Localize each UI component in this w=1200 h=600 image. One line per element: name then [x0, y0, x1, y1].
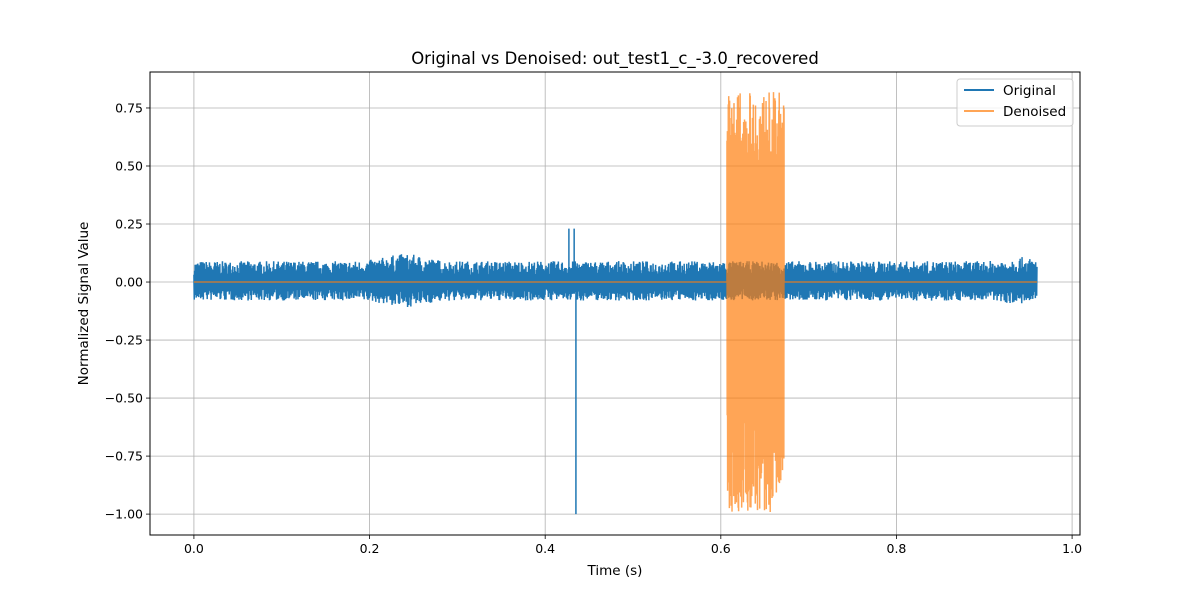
legend-label-original: Original — [1003, 83, 1056, 99]
series-original — [193, 228, 1038, 515]
legend: Original Denoised — [956, 78, 1074, 127]
x-tick-label: 0.0 — [184, 541, 204, 556]
x-tick-label: 0.2 — [360, 541, 380, 556]
x-tick-label: 0.4 — [535, 541, 555, 556]
y-tick-label: −0.25 — [105, 333, 143, 348]
x-tick-label: 0.6 — [711, 541, 731, 556]
x-axis-label: Time (s) — [587, 563, 643, 579]
y-tick-label: 0.00 — [115, 275, 143, 290]
plot-area-frame — [149, 71, 1081, 536]
y-tick-label: 0.50 — [115, 158, 143, 173]
x-tick-label: 0.8 — [887, 541, 907, 556]
series-layer — [193, 92, 1038, 515]
y-tick-label: −0.75 — [105, 449, 143, 464]
legend-label-denoised: Denoised — [1003, 104, 1066, 120]
series-denoised — [193, 92, 1037, 512]
y-tick-label: 0.75 — [115, 100, 143, 115]
y-tick-label: −0.50 — [105, 391, 143, 406]
x-tick-label: 1.0 — [1062, 541, 1082, 556]
y-tick-label: −1.00 — [105, 507, 143, 522]
y-axis-label: Normalized Signal Value — [76, 222, 92, 386]
y-tick-label: 0.25 — [115, 217, 143, 232]
chart-title: Original vs Denoised: out_test1_c_-3.0_r… — [411, 49, 819, 69]
ticks: 0.0 0.2 0.4 0.6 0.8 1.0 0.75 0.50 0.25 0.00 −0.25 −… — [105, 100, 1082, 556]
